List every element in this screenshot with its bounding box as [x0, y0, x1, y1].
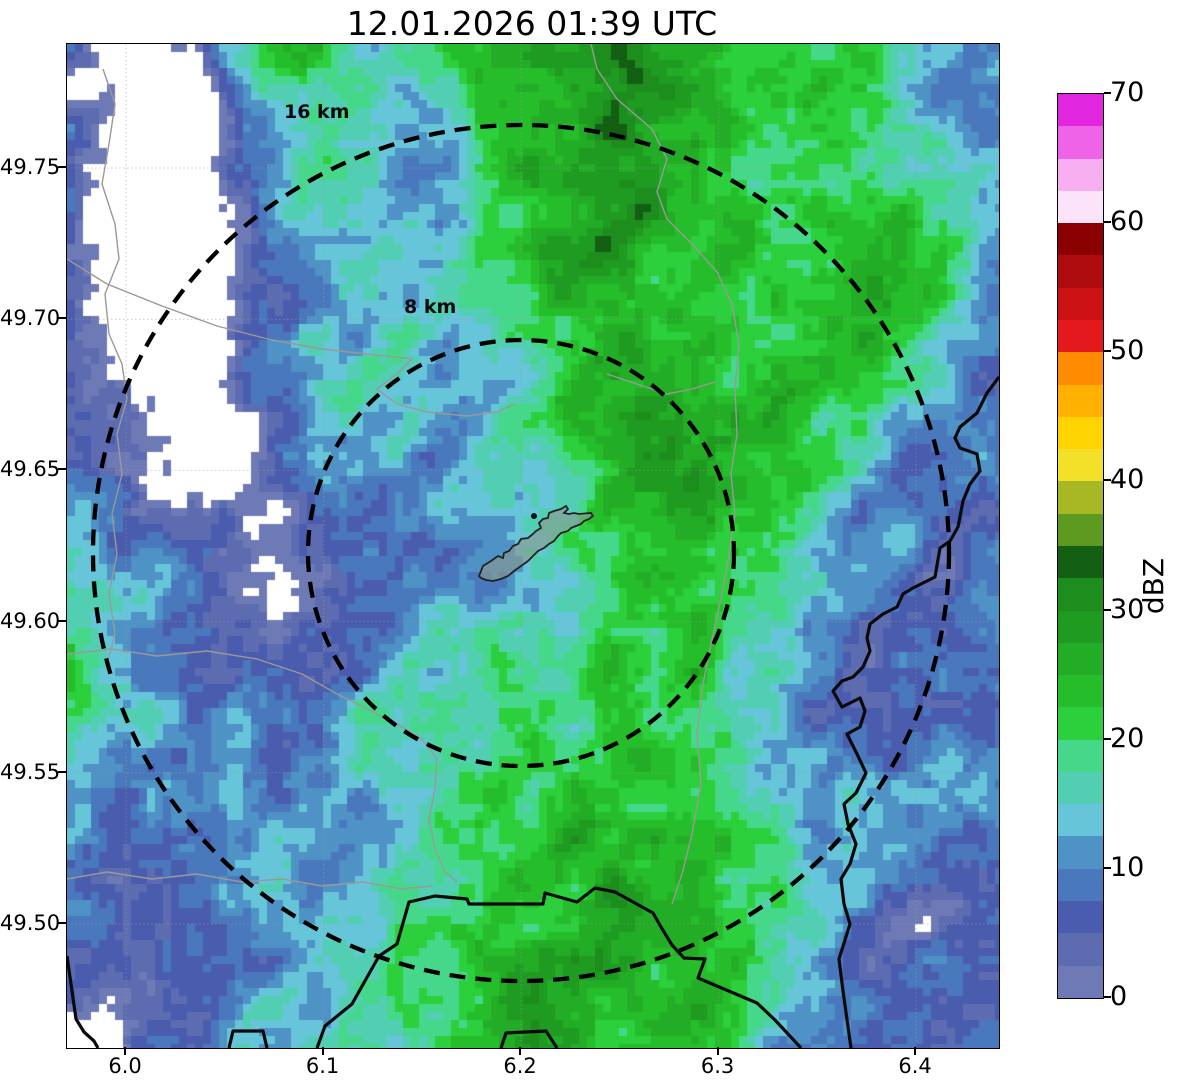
colorbar-tickmark — [1104, 866, 1111, 869]
colorbar-segment — [1058, 158, 1103, 191]
colorbar-tick-label: 70 — [1110, 77, 1145, 108]
colorbar-tick-label: 30 — [1110, 593, 1145, 625]
colorbar-tick-label: 0 — [1110, 981, 1128, 1012]
border-line — [831, 376, 999, 1048]
y-axis-tick-label: 49.55 — [0, 759, 61, 784]
colorbar-tick-label: 40 — [1110, 464, 1145, 496]
colorbar-segment — [1058, 901, 1103, 934]
colorbar-segment — [1058, 223, 1103, 256]
colorbar-segment — [1058, 610, 1103, 643]
colorbar-segment — [1058, 804, 1103, 837]
colorbar-segment — [1058, 739, 1103, 772]
colorbar-tick-label: 60 — [1110, 206, 1145, 238]
y-axis-tickmark — [58, 770, 66, 773]
river-line — [67, 871, 433, 890]
plot-area: 8 km 16 km — [66, 43, 1000, 1049]
colorbar-segment — [1058, 771, 1103, 805]
colorbar-segment — [1058, 707, 1103, 740]
colorbar-segment — [1058, 319, 1103, 353]
river-line — [606, 373, 716, 395]
y-axis-tickmark — [58, 317, 66, 320]
range-ring-label-16km: 16 km — [284, 101, 350, 123]
river-line — [67, 258, 516, 417]
colorbar-segment — [1058, 545, 1103, 579]
colorbar-tickmark — [1104, 608, 1111, 611]
site-dot — [531, 513, 537, 519]
colorbar-segment — [1058, 416, 1103, 450]
colorbar-segment — [1058, 126, 1103, 159]
colorbar-tick-label: 10 — [1110, 851, 1145, 883]
y-axis-tickmark — [58, 165, 66, 168]
colorbar-segment — [1058, 675, 1103, 708]
range-ring-16km — [90, 122, 952, 984]
colorbar-segment — [1058, 578, 1103, 611]
colorbar-segment — [1058, 836, 1103, 869]
river-line — [590, 44, 740, 905]
colorbar-tickmark — [1104, 737, 1111, 740]
colorbar-segment — [1058, 513, 1103, 546]
colorbar-tick-label: 50 — [1110, 335, 1145, 367]
y-axis-tickmark — [58, 922, 66, 924]
x-axis-tick-label: 6.2 — [503, 1054, 537, 1078]
map-overlay — [67, 44, 999, 1048]
border-line — [315, 886, 803, 1048]
x-axis-tick-label: 6.4 — [898, 1054, 932, 1078]
x-axis-tickmark — [321, 1047, 324, 1055]
colorbar-segment — [1058, 190, 1103, 224]
colorbar-segment — [1058, 384, 1103, 417]
colorbar-segment — [1058, 255, 1103, 288]
colorbar-segment — [1058, 352, 1103, 385]
river-line — [67, 648, 458, 883]
colorbar-tickmark — [1104, 92, 1111, 94]
river-line — [101, 68, 128, 665]
y-axis-tick-label: 49.75 — [0, 154, 61, 179]
y-axis-tickmark — [58, 619, 66, 622]
colorbar-tickmark — [1104, 221, 1111, 224]
x-axis-tickmark — [124, 1047, 127, 1055]
y-axis-tick-label: 49.65 — [0, 457, 61, 482]
x-axis-tickmark — [716, 1047, 719, 1055]
range-ring-label-8km: 8 km — [404, 296, 457, 318]
colorbar-segment — [1058, 449, 1103, 482]
border-line — [67, 955, 100, 1048]
colorbar-segment — [1058, 287, 1103, 320]
chart-title: 12.01.2026 01:39 UTC — [346, 4, 718, 43]
site-outline — [477, 504, 595, 582]
y-axis-tick-label: 49.70 — [0, 306, 61, 331]
colorbar-segment — [1058, 481, 1103, 514]
colorbar-segment — [1058, 94, 1103, 127]
x-axis-tickmark — [914, 1047, 917, 1055]
colorbar-segment — [1058, 868, 1103, 902]
colorbar-segment — [1058, 965, 1103, 998]
x-axis-tick-label: 6.0 — [108, 1054, 142, 1078]
y-axis-tickmark — [58, 468, 66, 471]
colorbar-tickmark — [1104, 996, 1111, 998]
colorbar-segment — [1058, 642, 1103, 676]
border-line — [499, 1029, 559, 1048]
border-line — [227, 1029, 269, 1048]
x-axis-tickmark — [519, 1047, 522, 1055]
range-ring-8km — [305, 337, 737, 769]
colorbar — [1057, 93, 1104, 999]
x-axis-tick-label: 6.3 — [700, 1054, 735, 1078]
colorbar-segment — [1058, 933, 1103, 966]
colorbar-tickmark — [1104, 479, 1111, 482]
x-axis-tick-label: 6.1 — [305, 1054, 340, 1078]
y-axis-tick-label: 49.60 — [0, 608, 61, 633]
y-axis-tick-label: 49.50 — [0, 911, 61, 935]
colorbar-tickmark — [1104, 350, 1111, 353]
colorbar-tick-label: 20 — [1110, 722, 1145, 754]
